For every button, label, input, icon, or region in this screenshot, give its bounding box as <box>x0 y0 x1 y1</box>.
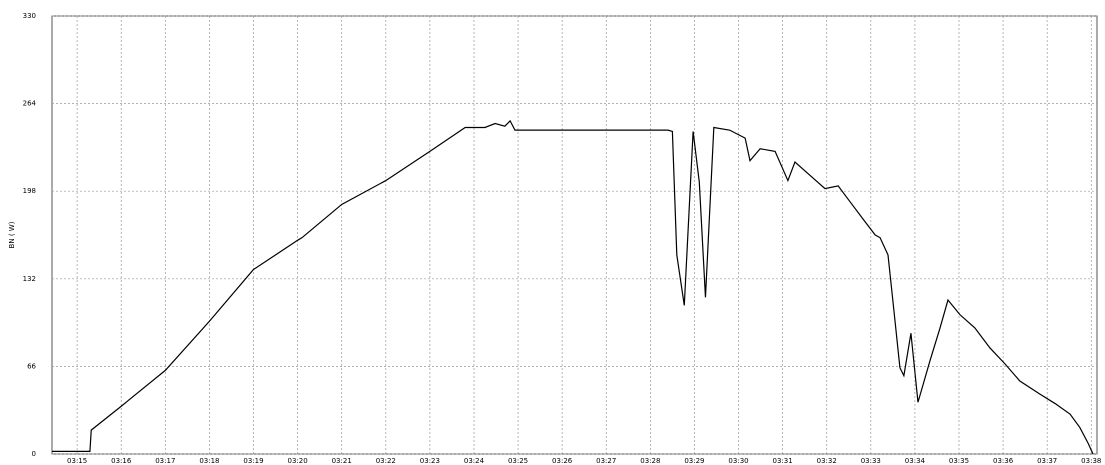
x-tick-label: 03:38 <box>1081 457 1101 465</box>
y-tick-label: 66 <box>27 362 36 370</box>
x-tick-label: 03:15 <box>67 457 87 465</box>
y-tick-label: 264 <box>23 100 37 108</box>
x-tick-label: 03:30 <box>728 457 748 465</box>
x-tick-label: 03:18 <box>199 457 219 465</box>
y-tick-label: 132 <box>23 275 36 283</box>
x-tick-label: 03:17 <box>155 457 175 465</box>
x-tick-label: 03:27 <box>596 457 616 465</box>
x-tick-label: 03:20 <box>288 457 308 465</box>
y-tick-label: 198 <box>23 187 36 195</box>
y-axis-label: BN ( W) <box>8 221 16 248</box>
x-tick-label: 03:24 <box>464 457 485 465</box>
x-tick-label: 03:32 <box>817 457 837 465</box>
x-tick-label: 03:16 <box>111 457 132 465</box>
x-tick-label: 03:26 <box>552 457 573 465</box>
x-tick-label: 03:36 <box>993 457 1014 465</box>
x-tick-label: 03:35 <box>949 457 969 465</box>
y-tick-label: 0 <box>32 450 36 458</box>
x-tick-label: 03:22 <box>376 457 396 465</box>
x-tick-label: 03:23 <box>420 457 440 465</box>
x-tick-label: 03:28 <box>640 457 660 465</box>
x-tick-label: 03:29 <box>684 457 704 465</box>
x-tick-label: 03:25 <box>508 457 528 465</box>
y-tick-label: 330 <box>23 12 36 20</box>
x-tick-label: 03:21 <box>332 457 352 465</box>
x-tick-label: 03:33 <box>861 457 881 465</box>
x-tick-label: 03:19 <box>243 457 263 465</box>
x-tick-label: 03:37 <box>1037 457 1057 465</box>
x-tick-label: 03:34 <box>905 457 926 465</box>
plot-area <box>51 15 1098 455</box>
data-line <box>52 119 1094 455</box>
x-tick-label: 03:31 <box>773 457 793 465</box>
